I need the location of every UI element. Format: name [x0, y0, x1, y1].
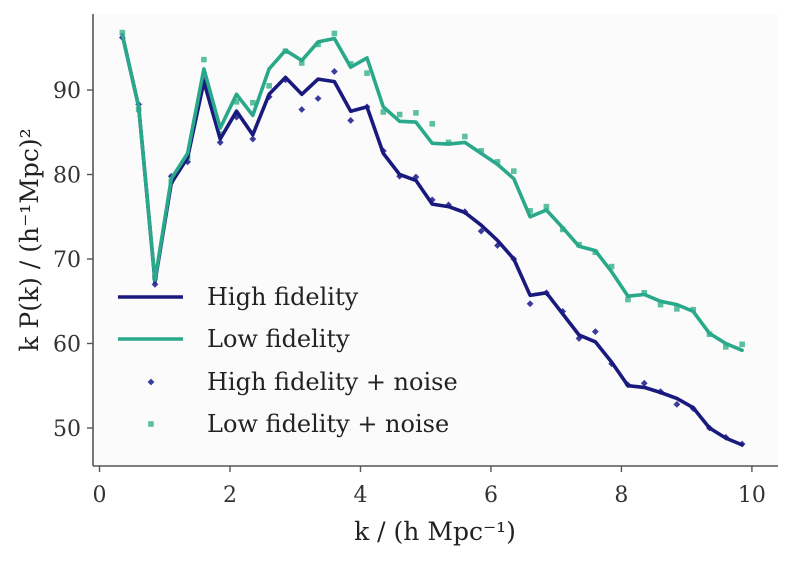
x-tick-label-3: 6 [484, 483, 498, 508]
x-tick-label-1: 2 [223, 483, 237, 508]
legend-swatch-2 [147, 378, 155, 386]
point-3-26 [543, 203, 550, 210]
point-2-25 [526, 300, 534, 308]
y-tick-label-1: 60 [53, 332, 81, 357]
point-3-21 [462, 133, 468, 140]
series-line-1 [120, 33, 744, 353]
y-axis-ticks: 50 60 70 80 90 [53, 79, 93, 442]
point-2-6 [216, 139, 224, 146]
legend-item-2: High fidelity + noise [147, 368, 458, 396]
point-3-9 [266, 83, 272, 89]
point-3-37 [723, 344, 729, 350]
point-2-13 [330, 68, 338, 75]
x-axis-ticks: 0 2 4 6 8 10 [93, 466, 766, 508]
legend-label-2: High fidelity + noise [207, 368, 458, 396]
legend-item-0: High fidelity [118, 283, 359, 311]
point-3-17 [396, 111, 403, 118]
series-layer [118, 29, 746, 448]
legend-item-3: Low fidelity + noise [148, 410, 449, 438]
point-2-7 [233, 113, 240, 121]
x-tick-label-2: 4 [353, 483, 367, 508]
point-3-24 [510, 168, 517, 174]
point-3-30 [608, 263, 615, 270]
y-tick-label-4: 90 [53, 79, 81, 104]
point-2-8 [249, 135, 257, 143]
point-2-11 [298, 106, 306, 113]
point-3-19 [429, 121, 436, 127]
point-3-7 [233, 99, 240, 105]
point-2-29 [591, 328, 599, 336]
series-1 [120, 33, 744, 353]
point-3-33 [657, 301, 664, 308]
y-tick-label-0: 50 [53, 417, 81, 442]
point-3-0 [119, 29, 126, 36]
point-3-31 [625, 296, 631, 303]
y-tick-label-2: 70 [53, 248, 81, 273]
point-2-19 [428, 196, 436, 204]
y-axis-label: k P(k) / (h⁻¹Mpc)² [15, 128, 44, 351]
x-tick-label-0: 0 [93, 483, 107, 508]
x-axis-label: k / (h Mpc⁻¹) [354, 517, 516, 546]
series-0 [120, 33, 744, 447]
point-2-12 [314, 95, 322, 102]
point-3-25 [527, 208, 533, 214]
legend-swatch-3 [148, 421, 154, 427]
legend-label-0: High fidelity [207, 283, 359, 311]
point-3-15 [364, 70, 370, 76]
legend-item-1: Low fidelity [118, 325, 350, 353]
point-3-13 [331, 30, 338, 37]
point-3-23 [494, 159, 501, 165]
point-2-32 [640, 379, 648, 387]
y-tick-label-3: 80 [53, 164, 81, 189]
x-tick-label-5: 10 [738, 483, 766, 508]
point-2-34 [673, 400, 681, 408]
point-3-34 [674, 306, 680, 312]
point-2-22 [477, 227, 485, 235]
point-3-8 [250, 99, 256, 106]
point-2-14 [347, 117, 355, 124]
x-tick-label-4: 8 [614, 483, 628, 508]
point-3-22 [478, 148, 484, 154]
point-2-23 [494, 242, 501, 249]
point-3-38 [739, 341, 745, 348]
point-3-18 [413, 110, 419, 116]
point-3-16 [380, 109, 387, 115]
point-3-11 [298, 60, 305, 66]
point-2-2 [151, 280, 159, 288]
legend: High fidelity Low fidelity High fidelity +… [118, 283, 458, 438]
series-line-0 [120, 33, 744, 447]
legend-label-3: Low fidelity + noise [207, 410, 449, 438]
legend-label-1: Low fidelity [207, 325, 350, 353]
point-3-5 [201, 56, 207, 63]
